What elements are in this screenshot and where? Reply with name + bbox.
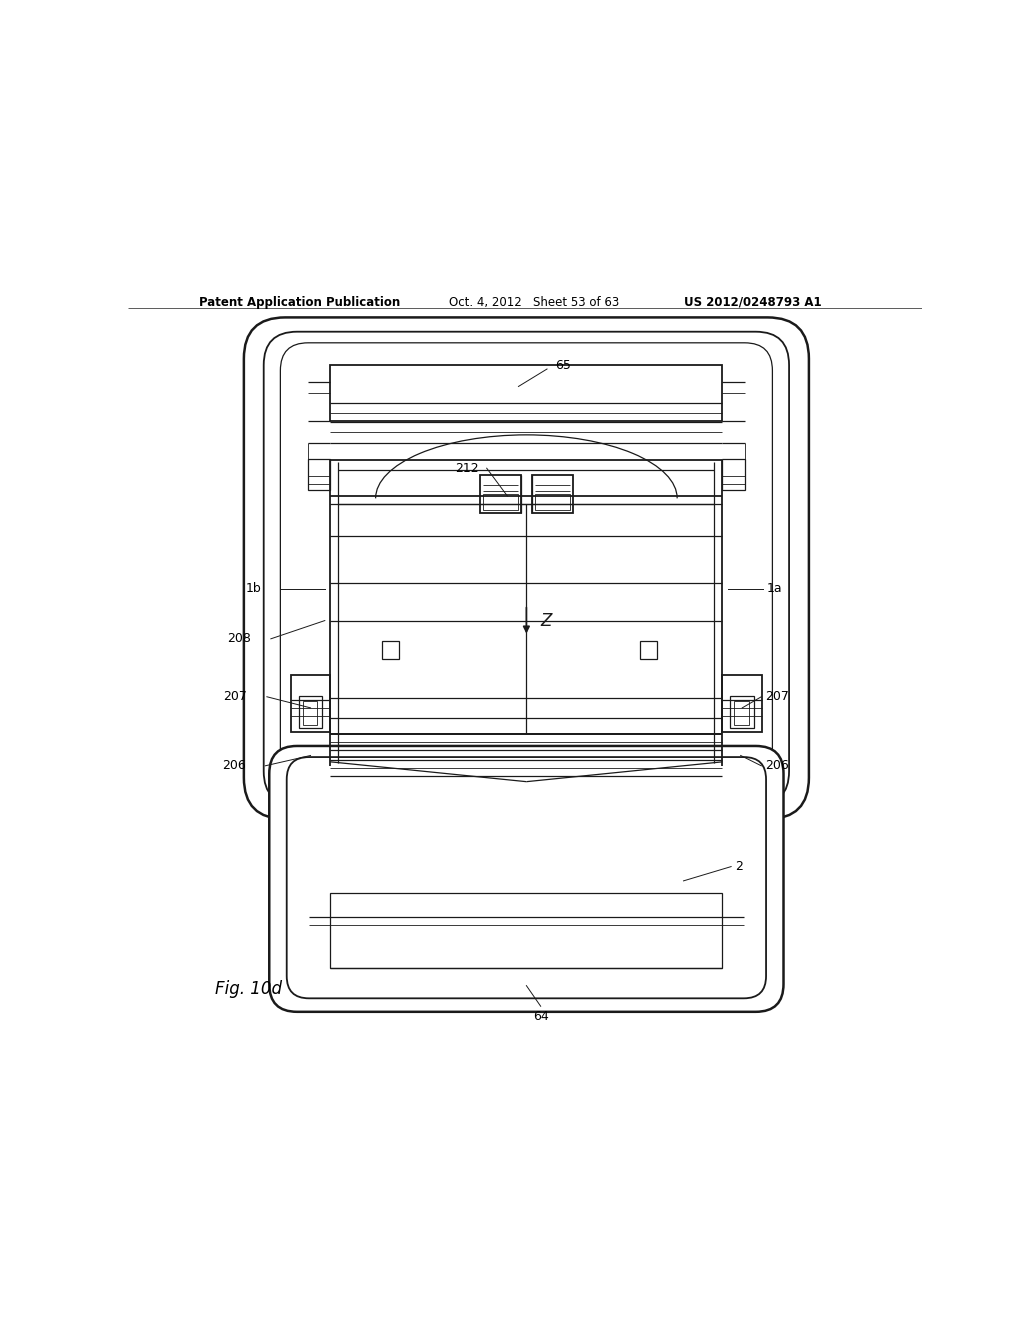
Bar (531, 475, 573, 513)
FancyBboxPatch shape (244, 317, 809, 818)
Bar (291, 675, 331, 731)
Text: Patent Application Publication: Patent Application Publication (200, 296, 400, 309)
Bar (640, 642, 657, 659)
Bar (730, 696, 754, 727)
Bar (482, 495, 518, 511)
Text: Oct. 4, 2012   Sheet 53 of 63: Oct. 4, 2012 Sheet 53 of 63 (450, 296, 620, 309)
Text: 206: 206 (222, 759, 246, 772)
Bar (382, 642, 399, 659)
Text: 206: 206 (765, 759, 790, 772)
Text: 1b: 1b (246, 582, 261, 595)
Text: 207: 207 (223, 690, 247, 704)
Bar (308, 458, 331, 491)
Text: 1a: 1a (767, 582, 782, 595)
Text: Z: Z (541, 611, 552, 630)
Bar (479, 475, 521, 513)
FancyBboxPatch shape (269, 746, 783, 1012)
Bar (303, 701, 316, 725)
Text: Fig. 10d: Fig. 10d (215, 979, 283, 998)
Bar (331, 892, 722, 968)
Text: 212: 212 (455, 462, 478, 475)
Bar (722, 458, 744, 491)
Text: 208: 208 (227, 632, 251, 645)
Text: US 2012/0248793 A1: US 2012/0248793 A1 (684, 296, 821, 309)
Text: 2: 2 (735, 861, 743, 873)
Bar (722, 675, 762, 731)
Bar (536, 495, 570, 511)
Bar (299, 696, 323, 727)
Bar (331, 366, 722, 421)
Bar (734, 701, 749, 725)
Text: 65: 65 (555, 359, 570, 371)
Text: 64: 64 (532, 1010, 549, 1023)
Text: 207: 207 (765, 690, 790, 704)
